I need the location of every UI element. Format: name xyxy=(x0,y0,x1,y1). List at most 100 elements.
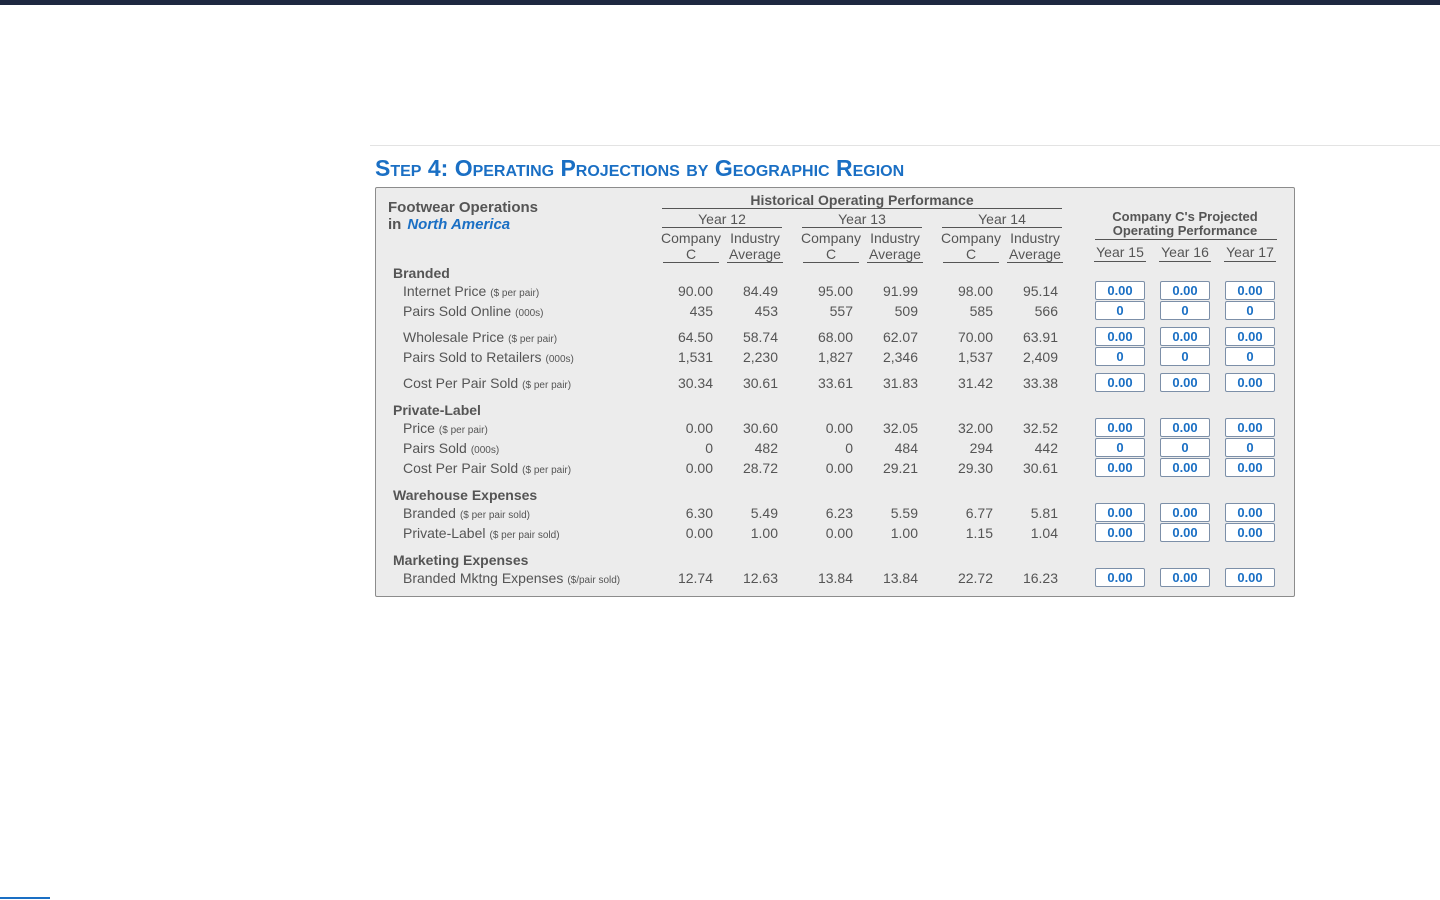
value-cell: 16.23 xyxy=(1022,570,1058,586)
value-cell: 6.77 xyxy=(965,505,993,521)
row-label: Internet Price ($ per pair) xyxy=(403,283,539,302)
column-header: Company C xyxy=(941,230,1001,262)
row-unit: (000s) xyxy=(515,308,544,319)
rule xyxy=(1159,261,1211,262)
value-cell: 29.21 xyxy=(882,460,918,476)
input-box[interactable]: 0.00 xyxy=(1225,458,1275,477)
input-box[interactable]: 0.00 xyxy=(1160,523,1210,542)
input-box[interactable]: 0 xyxy=(1095,438,1145,457)
input-box[interactable]: 0.00 xyxy=(1160,281,1210,300)
row-unit: (000s) xyxy=(545,354,574,365)
input-box[interactable]: 0.00 xyxy=(1160,568,1210,587)
input-box[interactable]: 0.00 xyxy=(1095,523,1145,542)
value-cell: 30.61 xyxy=(742,375,778,391)
value-cell: 5.81 xyxy=(1030,505,1058,521)
input-box[interactable]: 0.00 xyxy=(1225,523,1275,542)
value-cell: 442 xyxy=(1034,440,1058,456)
row-name: Branded Mktng Expenses xyxy=(403,570,564,586)
value-cell: 1,827 xyxy=(817,349,853,365)
row-unit: ($/pair sold) xyxy=(567,575,621,586)
value-cell: 0.00 xyxy=(825,420,853,436)
input-box[interactable]: 0 xyxy=(1095,301,1145,320)
value-cell: 90.00 xyxy=(677,283,713,299)
input-box[interactable]: 0 xyxy=(1160,347,1210,366)
row-name: Private-Label xyxy=(403,525,486,541)
input-box[interactable]: 0.00 xyxy=(1095,373,1145,392)
row-label: Branded Mktng Expenses ($/pair sold) xyxy=(403,570,620,589)
column-header: Company C xyxy=(801,230,861,262)
value-cell: 84.49 xyxy=(742,283,778,299)
value-cell: 6.30 xyxy=(685,505,713,521)
input-box[interactable]: 0 xyxy=(1225,301,1275,320)
input-box[interactable]: 0.00 xyxy=(1095,503,1145,522)
value-cell: 32.05 xyxy=(882,420,918,436)
value-cell: 1.15 xyxy=(965,525,993,541)
rule xyxy=(803,262,859,263)
row-unit: (000s) xyxy=(470,445,500,456)
section-title: Warehouse Expenses xyxy=(393,487,538,503)
row-label: Pairs Sold to Retailers (000s) xyxy=(403,349,574,368)
value-cell: 1.04 xyxy=(1030,525,1058,541)
value-cell: 509 xyxy=(894,303,918,319)
value-cell: 32.00 xyxy=(957,420,993,436)
rule xyxy=(867,262,923,263)
row-unit: ($ per pair) xyxy=(490,288,540,299)
row-name: Cost Per Pair Sold xyxy=(403,375,519,391)
input-box[interactable]: 0.00 xyxy=(1095,568,1145,587)
input-box[interactable]: 0.00 xyxy=(1160,503,1210,522)
value-cell: 484 xyxy=(894,440,918,456)
value-cell: 63.91 xyxy=(1022,329,1058,345)
row-label: Cost Per Pair Sold ($ per pair) xyxy=(403,460,571,479)
row-label: Pairs Sold (000s) xyxy=(403,440,499,459)
input-box[interactable]: 0.00 xyxy=(1095,458,1145,477)
input-box[interactable]: 0 xyxy=(1225,438,1275,457)
value-cell: 13.84 xyxy=(882,570,918,586)
input-box[interactable]: 0 xyxy=(1160,438,1210,457)
value-cell: 2,409 xyxy=(1022,349,1058,365)
input-box[interactable]: 0.00 xyxy=(1160,327,1210,346)
row-unit: ($ per pair) xyxy=(522,465,572,476)
value-cell: 557 xyxy=(829,303,853,319)
projected-year: Year 16 xyxy=(1161,244,1209,260)
value-cell: 31.42 xyxy=(957,375,993,391)
value-cell: 585 xyxy=(969,303,993,319)
value-cell: 29.30 xyxy=(957,460,993,476)
input-box[interactable]: 0.00 xyxy=(1095,281,1145,300)
value-cell: 95.14 xyxy=(1022,283,1058,299)
input-box[interactable]: 0.00 xyxy=(1160,458,1210,477)
value-cell: 95.00 xyxy=(817,283,853,299)
rule xyxy=(662,208,1062,209)
input-box[interactable]: 0.00 xyxy=(1225,503,1275,522)
input-box[interactable]: 0.00 xyxy=(1225,373,1275,392)
input-box[interactable]: 0.00 xyxy=(1225,327,1275,346)
value-cell: 6.23 xyxy=(825,505,853,521)
value-cell: 33.38 xyxy=(1022,375,1058,391)
column-header: Industry Average xyxy=(1009,230,1061,262)
historical-title: Historical Operating Performance xyxy=(750,192,974,208)
input-box[interactable]: 0.00 xyxy=(1160,418,1210,437)
column-header: Industry Average xyxy=(869,230,921,262)
input-box[interactable]: 0.00 xyxy=(1095,327,1145,346)
value-cell: 294 xyxy=(969,440,993,456)
value-cell: 64.50 xyxy=(677,329,713,345)
input-box[interactable]: 0.00 xyxy=(1095,418,1145,437)
input-box[interactable]: 0 xyxy=(1160,301,1210,320)
row-name: Branded xyxy=(403,505,456,521)
section-title: Marketing Expenses xyxy=(393,552,529,568)
value-cell: 91.99 xyxy=(882,283,918,299)
year-header: Year 14 xyxy=(978,211,1026,227)
row-label: Pairs Sold Online (000s) xyxy=(403,303,544,322)
rule xyxy=(802,227,922,228)
value-cell: 0.00 xyxy=(825,460,853,476)
value-cell: 68.00 xyxy=(817,329,853,345)
input-box[interactable]: 0.00 xyxy=(1160,373,1210,392)
input-box[interactable]: 0.00 xyxy=(1225,418,1275,437)
value-cell: 435 xyxy=(689,303,713,319)
projected-year: Year 17 xyxy=(1226,244,1274,260)
input-box[interactable]: 0 xyxy=(1225,347,1275,366)
input-box[interactable]: 0.00 xyxy=(1225,568,1275,587)
rule xyxy=(1095,239,1277,240)
input-box[interactable]: 0.00 xyxy=(1225,281,1275,300)
input-box[interactable]: 0 xyxy=(1095,347,1145,366)
